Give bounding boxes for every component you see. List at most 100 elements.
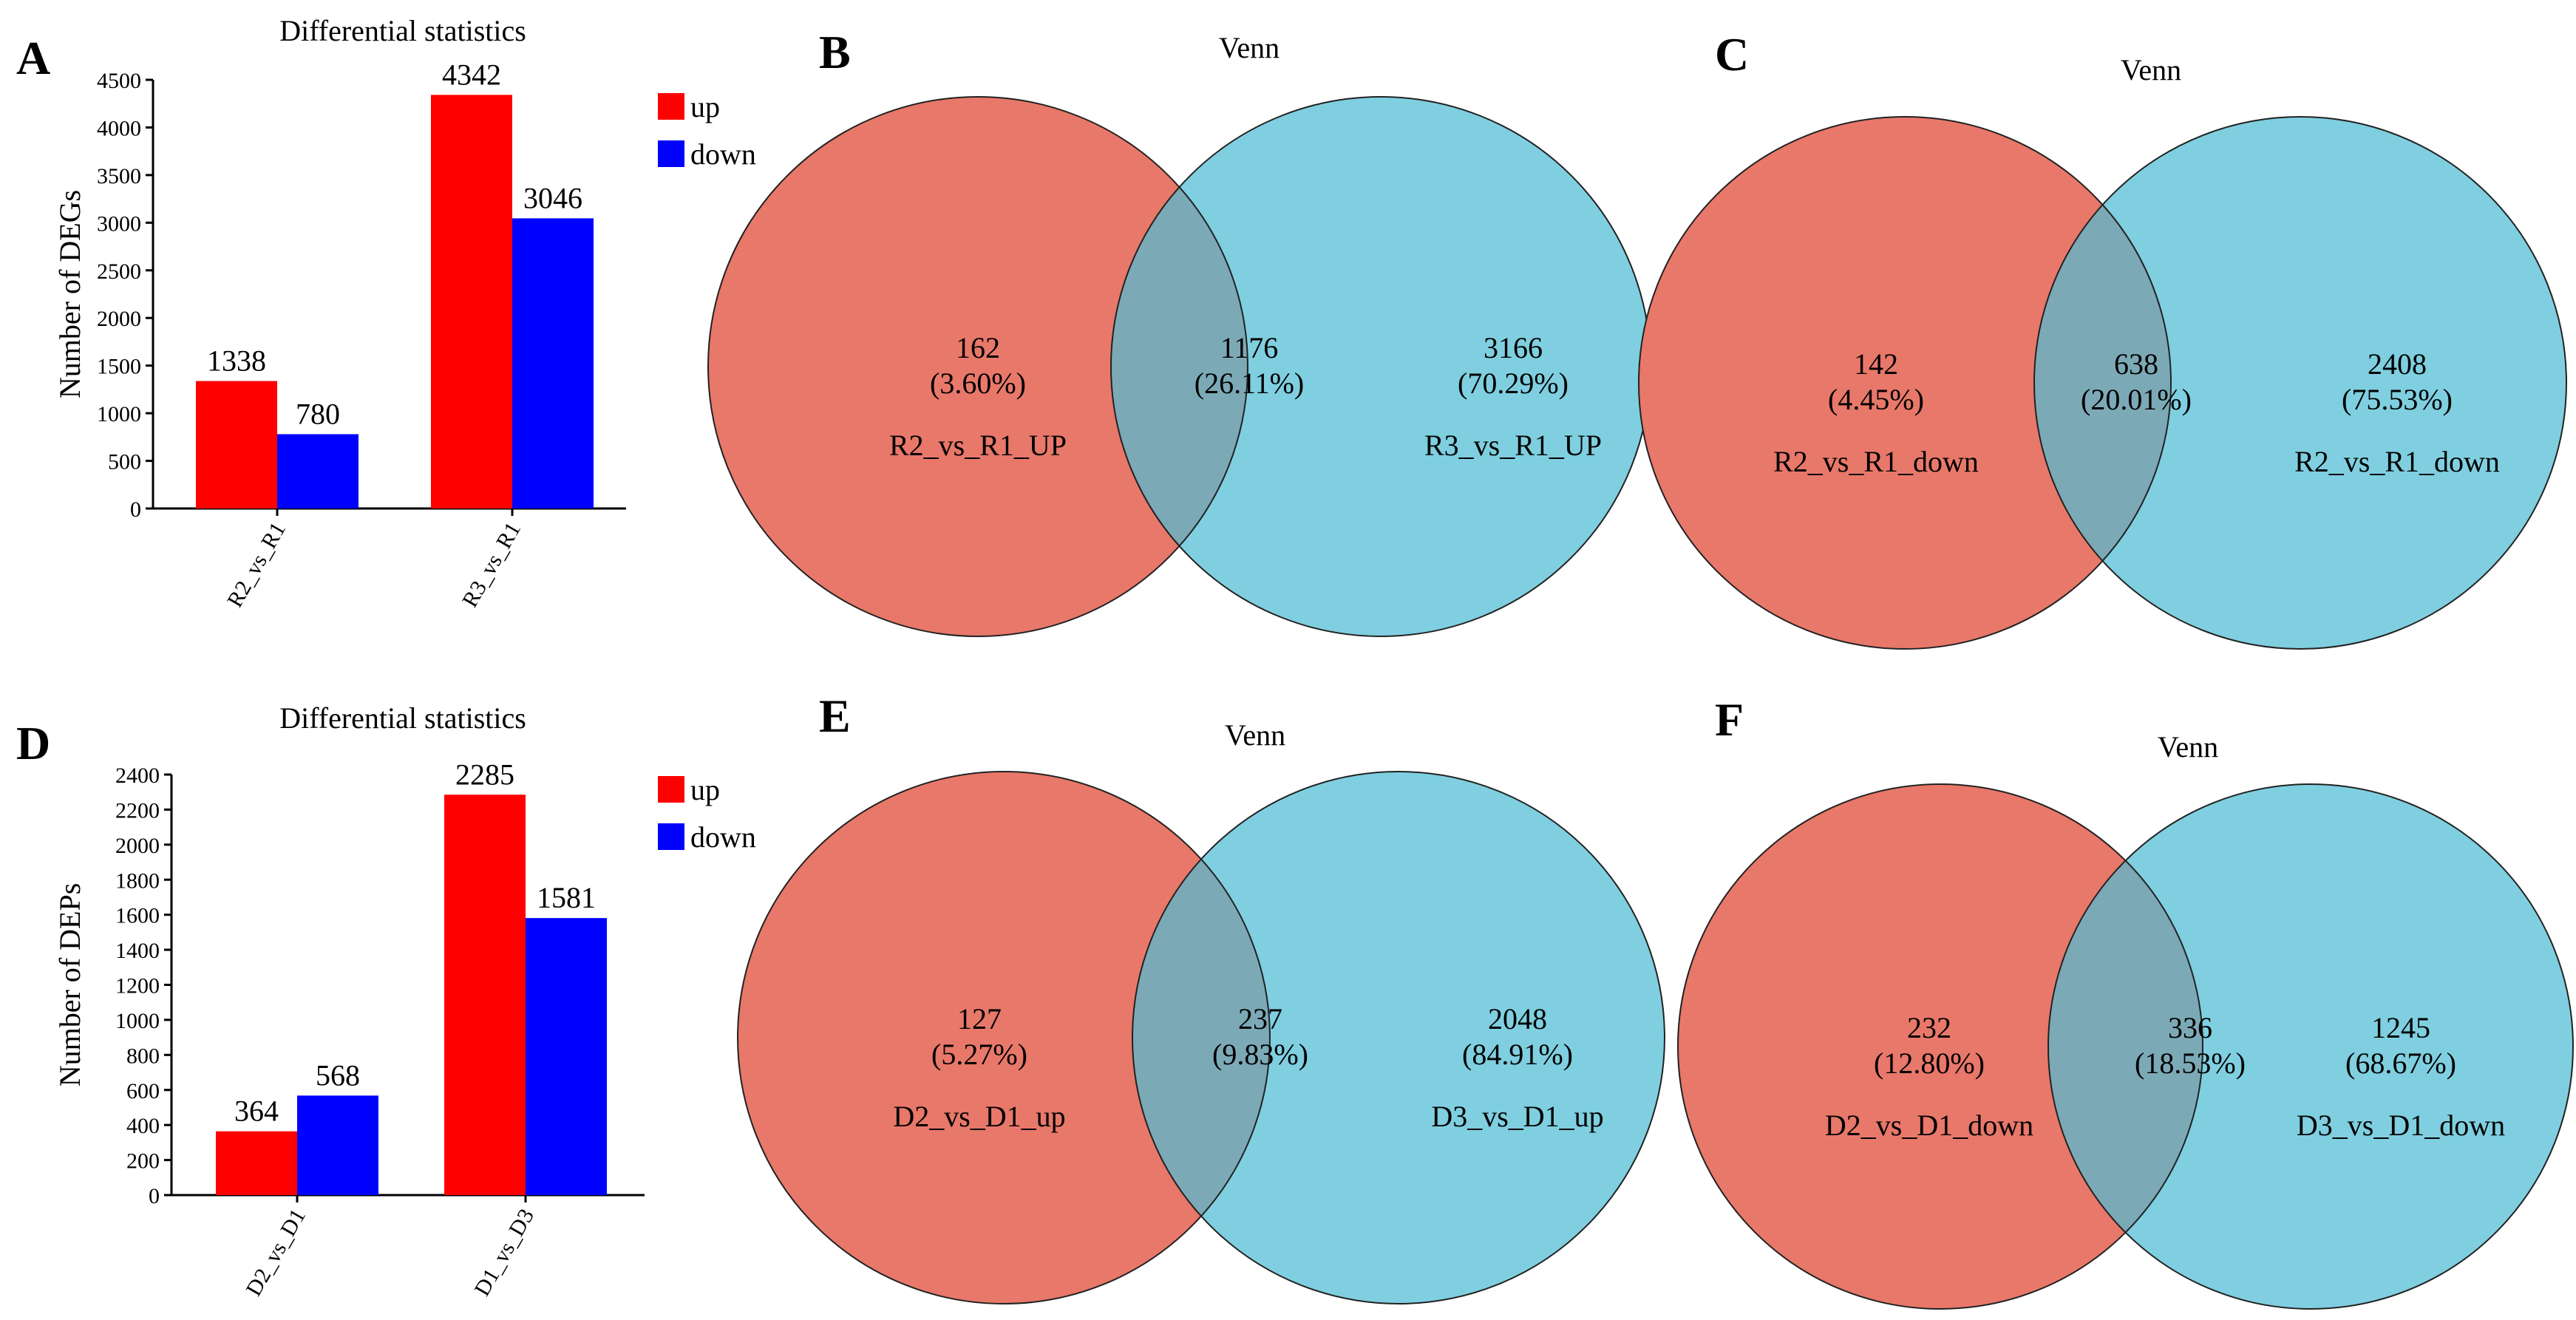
bar-r3_vs_r1-up <box>431 95 512 508</box>
chart-title: Differential statistics <box>279 14 526 47</box>
y-axis-label: Number of DEPs <box>53 883 86 1087</box>
panel-letter: C <box>1715 28 1749 81</box>
venn-left-count: 232 <box>1907 1011 1951 1044</box>
legend-swatch-up <box>658 776 684 803</box>
venn-outline-left <box>1677 783 2203 1310</box>
bar-d2_vs_d1-up <box>216 1131 297 1195</box>
bar-value-label: 4342 <box>442 58 501 91</box>
legend-label-up: up <box>690 773 720 806</box>
y-tick-label: 4500 <box>97 69 141 93</box>
venn-left-pct: (3.60%) <box>930 367 1026 400</box>
y-tick-label: 2400 <box>115 763 160 788</box>
panel-letter: F <box>1715 693 1744 746</box>
panel-b: B Venn 162(3.60%) R2_vs_R1_UP 1176(26.11%) 31… <box>707 26 1651 637</box>
bar-d1_vs_d3-up <box>444 795 526 1195</box>
y-tick-label: 1200 <box>115 974 160 998</box>
y-tick-label: 600 <box>126 1079 160 1103</box>
venn-right-count: 1245 <box>2371 1011 2430 1044</box>
panel-e: E Venn 127(5.27%) D2_vs_D1_up 237(9.83%) 2048… <box>737 690 1665 1304</box>
legend-label-down: down <box>690 820 756 854</box>
x-tick-label: R2_vs_R1 <box>222 518 290 611</box>
venn-left-pct: (5.27%) <box>931 1038 1027 1071</box>
y-axis-label: Number of DEGs <box>53 190 86 398</box>
y-tick-label: 0 <box>130 497 141 522</box>
venn-title: Venn <box>2158 730 2218 763</box>
y-tick-label: 1000 <box>97 402 141 426</box>
legend-swatch-down <box>658 140 684 167</box>
bar-d1_vs_d3-down <box>526 918 607 1195</box>
panel-a: A Differential statistics 0 500 1000 1500 2000… <box>16 14 756 611</box>
venn-right-pct: (84.91%) <box>1462 1038 1573 1071</box>
y-tick-label: 3000 <box>97 211 141 236</box>
y-tick-label: 400 <box>126 1114 160 1138</box>
legend-swatch-up <box>658 93 684 120</box>
venn-circle-left <box>738 772 1270 1304</box>
bar-r3_vs_r1-down <box>512 218 594 508</box>
panel-f: F Venn 232(12.80%) D2_vs_D1_down 336(18.53%)… <box>1677 693 2574 1310</box>
venn-left-count: 162 <box>956 331 1000 364</box>
venn-circle-left <box>1678 784 2203 1309</box>
venn-left-label: D2_vs_D1_down <box>1825 1109 2033 1142</box>
bar-r2_vs_r1-down <box>277 434 358 508</box>
panel-letter: D <box>16 717 50 769</box>
venn-left-label: R2_vs_R1_down <box>1773 445 1979 478</box>
legend-label-up: up <box>690 90 720 123</box>
bar-value-label: 364 <box>234 1095 279 1128</box>
venn-circle-right <box>2034 117 2566 649</box>
venn-overlap-count: 237 <box>1238 1002 1282 1035</box>
venn-overlap-pct: (20.01%) <box>2081 383 2192 416</box>
venn-outline-right <box>2047 783 2574 1310</box>
venn-right-label: D3_vs_D1_down <box>2297 1109 2505 1142</box>
legend-label-down: down <box>690 137 756 171</box>
y-tick-label: 800 <box>126 1044 160 1068</box>
y-tick-label: 4000 <box>97 116 141 140</box>
venn-right-count: 2408 <box>2368 347 2427 381</box>
x-tick-label: D1_vs_D3 <box>469 1205 539 1300</box>
venn-right-pct: (68.67%) <box>2345 1047 2456 1080</box>
y-tick-label: 500 <box>108 450 141 474</box>
venn-circle-right <box>1132 772 1665 1304</box>
y-tick-label: 1600 <box>115 904 160 928</box>
venn-right-label: R2_vs_R1_down <box>2294 445 2500 478</box>
y-tick-label: 1800 <box>115 868 160 893</box>
venn-left-pct: (12.80%) <box>1874 1047 1985 1080</box>
venn-right-label: R3_vs_R1_UP <box>1424 429 1602 462</box>
venn-overlap-pct: (26.11%) <box>1194 367 1304 400</box>
legend-swatch-down <box>658 823 684 850</box>
chart-title: Differential statistics <box>279 701 526 735</box>
bar-value-label: 1581 <box>537 881 596 914</box>
venn-left-label: D2_vs_D1_up <box>893 1100 1065 1133</box>
venn-overlap-count: 336 <box>2168 1011 2212 1044</box>
venn-outline-right <box>2033 116 2567 650</box>
venn-overlap-count: 638 <box>2114 347 2158 381</box>
y-tick-label: 2000 <box>115 834 160 858</box>
y-tick-label: 2200 <box>115 798 160 823</box>
venn-overlap-pct: (18.53%) <box>2135 1047 2246 1080</box>
x-tick-label: D2_vs_D1 <box>241 1205 310 1300</box>
bar-d2_vs_d1-down <box>297 1095 378 1195</box>
y-tick-label: 3500 <box>97 164 141 188</box>
bar-value-label: 2285 <box>455 758 514 791</box>
venn-overlap-count: 1176 <box>1220 331 1279 364</box>
venn-outline-left <box>707 96 1248 637</box>
venn-circle-right <box>1111 97 1651 636</box>
venn-right-count: 2048 <box>1488 1002 1547 1035</box>
venn-right-pct: (75.53%) <box>2342 383 2453 416</box>
y-tick-label: 200 <box>126 1149 160 1174</box>
y-tick-label: 1500 <box>97 355 141 379</box>
y-tick-label: 0 <box>149 1184 160 1208</box>
venn-title: Venn <box>1219 31 1279 64</box>
x-tick-label: R3_vs_R1 <box>458 518 526 611</box>
venn-title: Venn <box>1225 718 1285 752</box>
venn-circle-left <box>1639 117 2171 649</box>
bar-r2_vs_r1-up <box>196 381 277 508</box>
venn-right-label: D3_vs_D1_up <box>1431 1100 1603 1133</box>
venn-right-count: 3166 <box>1484 331 1543 364</box>
bar-value-label: 3046 <box>523 181 582 214</box>
venn-left-count: 142 <box>1854 347 1898 381</box>
y-tick-label: 2500 <box>97 259 141 284</box>
venn-left-count: 127 <box>957 1002 1002 1035</box>
panel-d: D Differential statistics 0 200 400 600 800 100… <box>16 701 756 1300</box>
venn-outline-left <box>737 771 1271 1304</box>
